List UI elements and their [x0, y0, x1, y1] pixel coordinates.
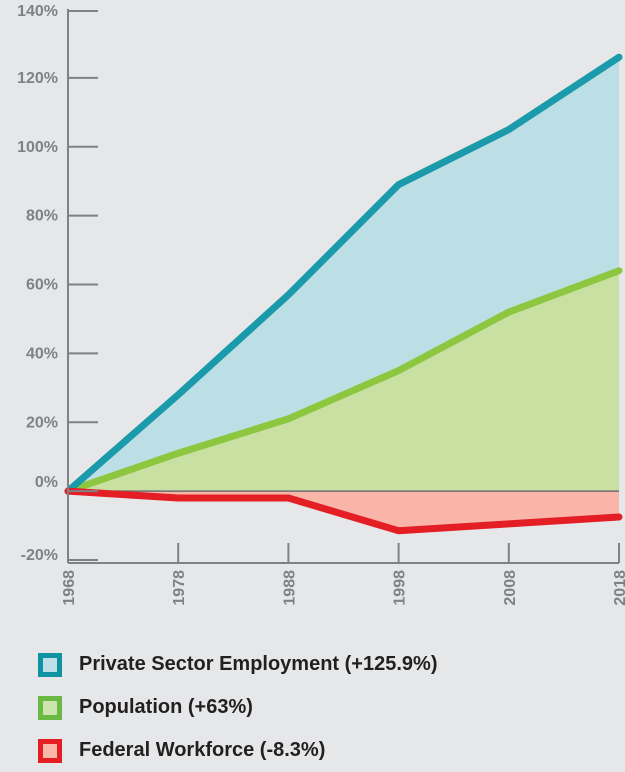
legend-item-private-sector: Private Sector Employment (+125.9%)	[38, 643, 437, 686]
legend-item-population: Population (+63%)	[38, 686, 437, 729]
legend-item-federal-workforce: Federal Workforce (-8.3%)	[38, 729, 437, 772]
legend-label-federal-workforce: Federal Workforce (-8.3%)	[79, 739, 326, 761]
series-line-0	[64, 53, 623, 495]
x-tick-label-0: 1968	[61, 570, 78, 606]
y-tick-label-6: 20%	[26, 414, 58, 431]
y-tick-label-4: 60%	[26, 277, 58, 294]
y-tick-label-7: 0%	[35, 474, 58, 491]
x-tick-label-5: 2018	[612, 570, 625, 606]
legend-label-private-sector: Private Sector Employment (+125.9%)	[79, 653, 438, 675]
legend-swatch-private-sector	[38, 652, 62, 677]
legend-swatch-federal-workforce	[38, 738, 62, 763]
y-tick-label-1: 120%	[17, 70, 58, 87]
legend-label-population: Population (+63%)	[79, 696, 253, 718]
legend-swatch-population	[38, 695, 62, 720]
x-tick-label-4: 2008	[502, 570, 519, 606]
series-line-1	[64, 267, 623, 495]
x-tick-label-3: 1998	[392, 570, 409, 606]
area-fill-series-1	[68, 270, 619, 492]
y-tick-label-0: 140%	[17, 3, 58, 20]
y-tick-label-8: -20%	[21, 547, 58, 564]
y-tick-label-3: 80%	[26, 208, 58, 225]
x-tick-label-2: 1988	[281, 570, 298, 606]
y-tick-label-5: 40%	[26, 345, 58, 362]
x-tick-label-1: 1978	[171, 570, 188, 606]
series-lines	[64, 53, 623, 535]
legend: Private Sector Employment (+125.9%) Popu…	[38, 643, 437, 772]
x-axis-ticks: 1968 1978 1988 1998 2008 2018	[61, 543, 625, 606]
series-line-2	[64, 487, 623, 535]
y-axis-ticks: 140% 120% 100% 80% 60% 40% 20% 0% -20%	[17, 3, 98, 564]
y-tick-label-2: 100%	[17, 139, 58, 156]
